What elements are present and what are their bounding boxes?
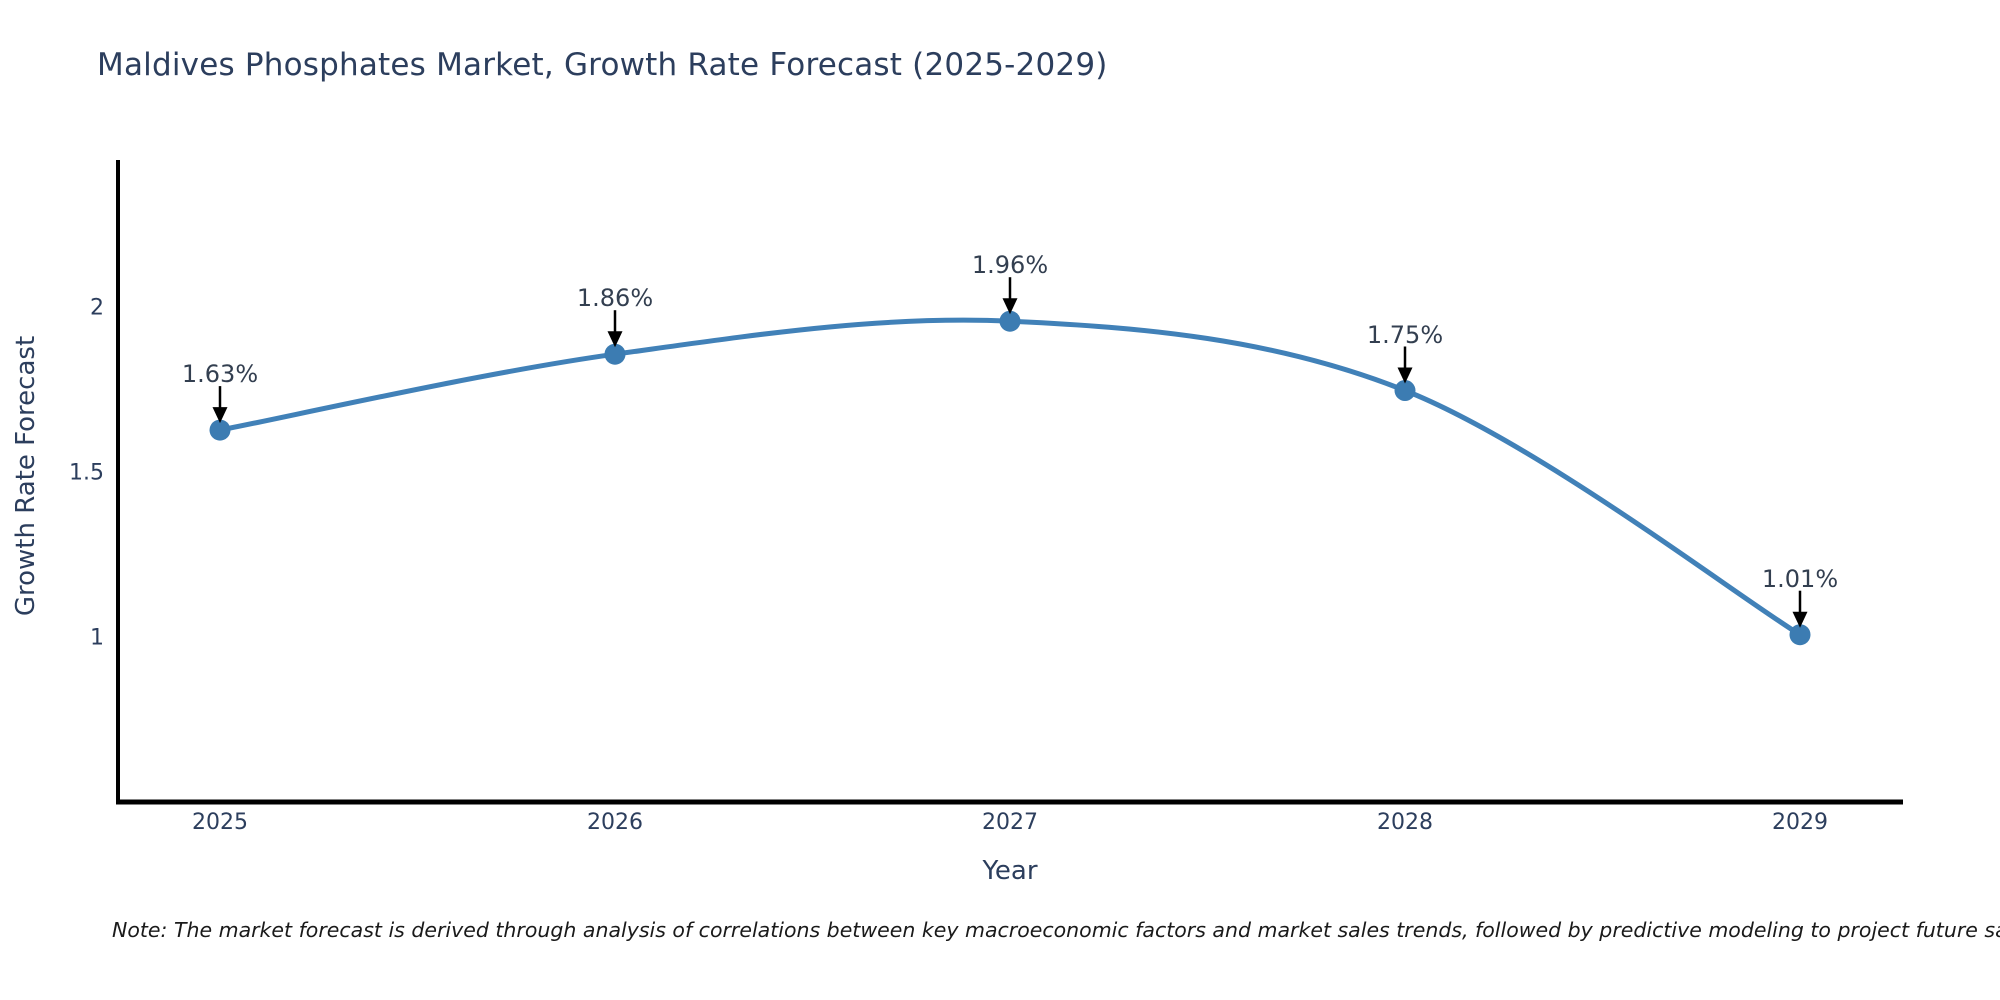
annotation-arrow-head-icon	[607, 331, 623, 348]
x-tick-label: 2029	[1772, 810, 1828, 835]
annotation-label: 1.75%	[1366, 320, 1444, 349]
data-point	[1789, 624, 1811, 646]
data-point	[209, 419, 231, 441]
annotation-label: 1.86%	[576, 284, 654, 313]
data-point	[1394, 380, 1416, 401]
trend-line	[217, 317, 1803, 638]
y-tick-label: 1	[90, 625, 104, 651]
chart-title: Maldives Phosphates Market, Growth Rate …	[97, 47, 1108, 83]
x-axis-title: Year	[982, 856, 1038, 886]
annotation-arrow-head-icon	[1002, 298, 1018, 315]
y-tick-label: 1.5	[69, 460, 104, 486]
y-tick-label: 2	[90, 295, 104, 321]
annotation-arrow-head-icon	[212, 407, 228, 424]
data-point	[604, 343, 626, 365]
footnote-band: Note: The market forecast is derived thr…	[112, 918, 2000, 942]
x-tick-label: 2028	[1377, 810, 1433, 835]
footnote: Note: The market forecast is derived thr…	[112, 918, 2000, 942]
annotation-label: 1.01%	[1761, 564, 1839, 593]
annotation-arrow-head-icon	[1792, 611, 1808, 628]
annotation-arrow-head-icon	[1397, 367, 1413, 384]
x-tick-label: 2027	[982, 810, 1038, 835]
x-tick-label: 2025	[192, 810, 248, 835]
data-point	[999, 310, 1021, 332]
x-tick-label: 2026	[587, 810, 643, 835]
annotation-label: 1.96%	[971, 251, 1049, 280]
annotation-label: 1.63%	[181, 360, 259, 389]
